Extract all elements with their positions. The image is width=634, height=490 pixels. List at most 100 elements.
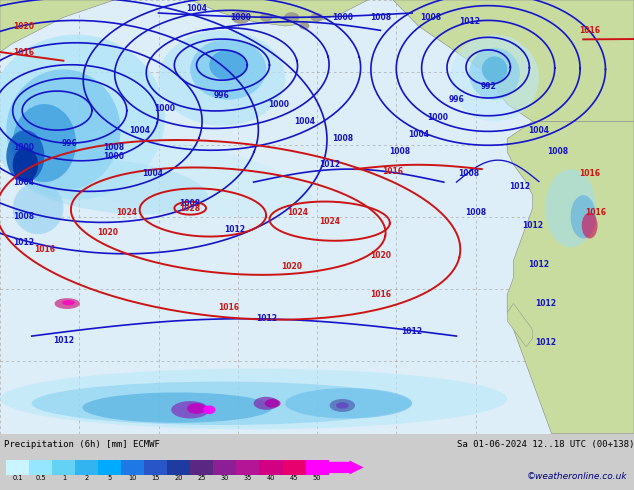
Text: 1012: 1012: [534, 338, 556, 347]
Text: 25: 25: [198, 475, 206, 482]
Ellipse shape: [82, 392, 273, 423]
Text: 1008: 1008: [465, 208, 486, 217]
Ellipse shape: [582, 213, 598, 239]
Text: 5: 5: [108, 475, 112, 482]
Polygon shape: [393, 0, 634, 122]
Ellipse shape: [190, 39, 266, 100]
Text: 1008: 1008: [389, 147, 410, 156]
Text: 1008: 1008: [370, 13, 391, 22]
Text: 1012: 1012: [458, 17, 480, 26]
Text: 1008: 1008: [103, 143, 125, 152]
Bar: [283, 460, 306, 475]
Text: 1000: 1000: [13, 143, 34, 152]
Text: 1016: 1016: [579, 169, 600, 178]
Text: 1020: 1020: [370, 251, 391, 260]
Text: 45: 45: [290, 475, 298, 482]
Text: Precipitation (6h) [mm] ECMWF: Precipitation (6h) [mm] ECMWF: [4, 441, 160, 449]
Text: 1016: 1016: [217, 303, 239, 313]
Ellipse shape: [0, 368, 507, 429]
Ellipse shape: [482, 56, 507, 82]
Text: 1000: 1000: [427, 113, 448, 122]
Ellipse shape: [6, 70, 120, 191]
Text: 15: 15: [152, 475, 160, 482]
Text: 1024: 1024: [319, 217, 340, 226]
Polygon shape: [190, 0, 368, 26]
Text: 35: 35: [244, 475, 252, 482]
Text: 30: 30: [221, 475, 229, 482]
Text: 1: 1: [61, 475, 66, 482]
Text: 1012: 1012: [522, 221, 543, 230]
Text: 1020: 1020: [13, 22, 34, 30]
Text: 1020: 1020: [97, 227, 119, 237]
Text: 1004: 1004: [186, 4, 207, 13]
Text: 1004: 1004: [528, 125, 550, 135]
Ellipse shape: [13, 147, 38, 182]
Ellipse shape: [158, 30, 285, 126]
FancyArrow shape: [328, 461, 363, 474]
Text: 1000: 1000: [230, 13, 252, 22]
Ellipse shape: [187, 403, 206, 414]
Ellipse shape: [13, 104, 76, 182]
Circle shape: [284, 12, 299, 23]
Bar: [214, 460, 236, 475]
Text: 1016: 1016: [579, 26, 600, 35]
Bar: [75, 460, 98, 475]
Text: 1004: 1004: [129, 125, 150, 135]
Text: 1016: 1016: [382, 167, 404, 176]
Bar: [236, 460, 259, 475]
Text: 1016: 1016: [370, 291, 391, 299]
Ellipse shape: [330, 399, 355, 412]
Text: 996: 996: [449, 95, 464, 104]
Ellipse shape: [254, 397, 279, 410]
Text: 1020: 1020: [281, 262, 302, 271]
Polygon shape: [507, 304, 533, 347]
Ellipse shape: [336, 402, 349, 409]
Polygon shape: [507, 122, 634, 434]
Text: 1012: 1012: [13, 238, 34, 247]
Bar: [98, 460, 121, 475]
Text: 50: 50: [313, 475, 321, 482]
Ellipse shape: [32, 382, 412, 425]
Text: 1016: 1016: [34, 245, 55, 254]
Ellipse shape: [0, 35, 165, 199]
Text: 1024: 1024: [116, 208, 138, 217]
Ellipse shape: [265, 399, 280, 408]
Text: 1000: 1000: [268, 99, 290, 109]
Bar: [6, 460, 29, 475]
Text: 1016: 1016: [13, 48, 34, 56]
Text: 1008: 1008: [179, 199, 201, 208]
Bar: [167, 460, 190, 475]
Text: 1016: 1016: [585, 208, 607, 217]
Text: 996: 996: [62, 139, 77, 147]
Text: 1012: 1012: [53, 336, 74, 345]
Text: ©weatheronline.co.uk: ©weatheronline.co.uk: [527, 472, 628, 481]
Text: 1008: 1008: [420, 13, 442, 22]
Ellipse shape: [450, 35, 539, 122]
Bar: [306, 460, 328, 475]
Circle shape: [231, 11, 250, 24]
Text: 1000: 1000: [332, 13, 353, 22]
Text: 1012: 1012: [509, 182, 531, 191]
Text: 0.5: 0.5: [36, 475, 46, 482]
Bar: [190, 460, 214, 475]
Circle shape: [260, 13, 273, 22]
Text: 1012: 1012: [319, 160, 340, 169]
Ellipse shape: [171, 401, 209, 418]
Ellipse shape: [55, 298, 80, 309]
Bar: [259, 460, 283, 475]
Ellipse shape: [209, 50, 247, 80]
Text: 10: 10: [129, 475, 137, 482]
Ellipse shape: [545, 169, 596, 247]
Text: 1004: 1004: [13, 178, 34, 187]
Ellipse shape: [6, 130, 44, 182]
Ellipse shape: [5, 130, 312, 217]
Polygon shape: [0, 0, 114, 52]
Bar: [29, 460, 53, 475]
Text: 1008: 1008: [458, 169, 480, 178]
Text: 1012: 1012: [528, 260, 550, 269]
Ellipse shape: [203, 405, 216, 414]
Bar: [145, 460, 167, 475]
Text: Sa 01-06-2024 12..18 UTC (00+138): Sa 01-06-2024 12..18 UTC (00+138): [456, 441, 634, 449]
Text: 1012: 1012: [256, 314, 277, 323]
Ellipse shape: [62, 300, 75, 305]
